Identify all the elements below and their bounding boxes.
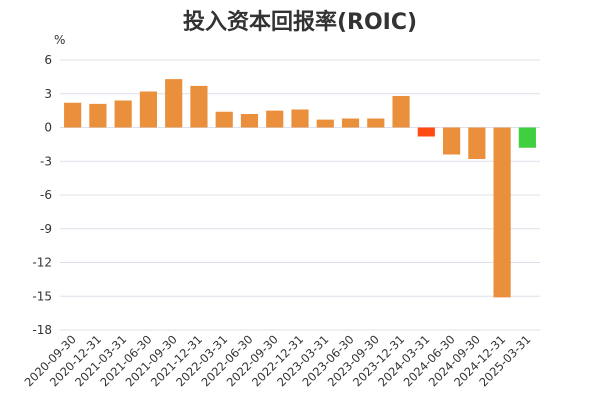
- y-axis-ticks: 6 3 0 -3 -6 -9 -12 -15 -18: [32, 53, 52, 337]
- bar-2023-06-30[interactable]: [341, 118, 360, 128]
- bar-2021-03-31[interactable]: [114, 100, 132, 128]
- chart-title: 投入资本回报率(ROIC): [182, 10, 418, 35]
- y-tick-label: 6: [44, 53, 52, 67]
- bar-2021-09-30[interactable]: [165, 79, 183, 128]
- y-tick-label: -3: [40, 154, 52, 168]
- y-tick-label: -9: [40, 222, 52, 236]
- bar-2025-03-31[interactable]: [518, 127, 536, 148]
- bar-2024-03-31[interactable]: [417, 127, 435, 137]
- bar-2023-03-31[interactable]: [316, 119, 334, 128]
- bar-2024-09-30[interactable]: [468, 127, 486, 160]
- bar-2023-12-31[interactable]: [392, 96, 410, 128]
- y-tick-label: 3: [44, 87, 52, 101]
- y-axis-unit-label: %: [54, 33, 65, 47]
- y-tick-label: -6: [40, 188, 52, 202]
- bar-2020-09-30[interactable]: [64, 102, 82, 128]
- y-tick-label: -18: [32, 323, 52, 337]
- bar-2020-12-31[interactable]: [89, 103, 107, 128]
- bar-2024-06-30[interactable]: [442, 127, 461, 155]
- y-tick-label: -15: [32, 289, 52, 303]
- bars: [64, 79, 536, 298]
- x-axis-ticks: 2020-09-302020-12-312021-03-312021-06-30…: [22, 332, 534, 389]
- bar-2021-12-31[interactable]: [190, 85, 208, 128]
- y-tick-label: -12: [32, 256, 52, 270]
- bar-2022-06-30[interactable]: [240, 114, 259, 128]
- bar-2022-12-31[interactable]: [291, 109, 309, 128]
- bar-2021-06-30[interactable]: [139, 91, 158, 128]
- grid-lines: [60, 59, 540, 331]
- bar-2022-09-30[interactable]: [266, 110, 284, 128]
- y-tick-label: 0: [44, 121, 52, 135]
- bar-2024-12-31[interactable]: [493, 127, 511, 298]
- bar-2022-03-31[interactable]: [215, 111, 233, 128]
- bar-2023-09-30[interactable]: [367, 118, 385, 128]
